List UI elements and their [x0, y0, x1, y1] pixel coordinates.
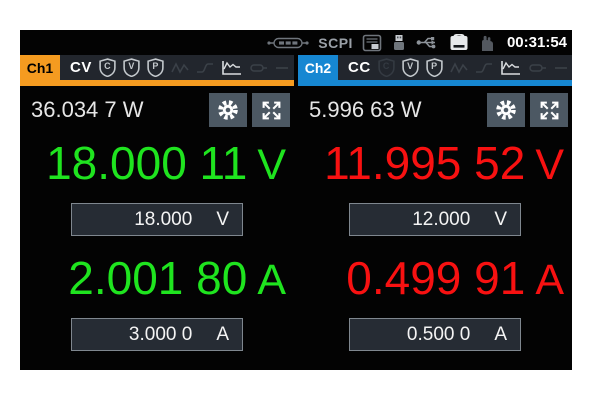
ch2-current-protection-shield-icon: C [377, 57, 395, 78]
ch1-current-reading: 2.001 80 A [68, 252, 286, 304]
arbitrary-icon [250, 62, 268, 74]
tab-ch1[interactable]: Ch1 [20, 55, 60, 80]
ch2-accent-bar [298, 80, 572, 86]
arbitrary-icon [528, 62, 547, 74]
remote-interface-icon [362, 34, 382, 52]
ch1-voltage-protection-shield-icon: V [123, 57, 140, 78]
ch2-power-reading: 5.996 63 W [309, 97, 422, 122]
gear-icon [218, 100, 238, 120]
dash-icon [554, 62, 568, 74]
usb-bus-icon [416, 35, 440, 50]
gear-icon [496, 100, 516, 120]
ch2-voltage-reading: 11.995 52 V [324, 137, 564, 189]
channel-area: Ch1 CV C V P [20, 55, 572, 370]
ramp-step-icon [196, 61, 214, 75]
channel-1-panel: Ch1 CV C V P [20, 55, 294, 370]
dash-icon [275, 62, 289, 74]
ch1-settings-button[interactable] [209, 93, 247, 127]
tab-ch2[interactable]: Ch2 [298, 55, 338, 80]
ch2-mode-label: CC [348, 59, 371, 76]
ch1-accent-bar [20, 80, 294, 86]
ch2-current-reading: 0.499 91 A [346, 252, 564, 304]
status-bar: SCPI [20, 30, 572, 55]
ch2-voltage-protection-shield-icon: V [401, 57, 419, 78]
channel-2-panel: Ch2 CC C V P [298, 55, 572, 370]
ch1-power-row: 36.034 7 W [31, 92, 290, 128]
ch1-current-protection-shield-icon: C [99, 57, 116, 78]
ch2-power-protection-shield-icon: P [425, 57, 443, 78]
usb-stick-icon [391, 34, 407, 51]
ch1-voltage-reading: 18.000 11 V [46, 137, 286, 189]
ch1-header: Ch1 CV C V P [20, 55, 294, 80]
device-screen: SCPI [20, 30, 572, 370]
digital-io-connector-icon [267, 36, 309, 50]
expand-icon [262, 101, 280, 119]
ch2-settings-button[interactable] [487, 93, 525, 127]
ch1-voltage-set-field[interactable]: 18.000 V [71, 203, 243, 236]
ch2-header: Ch2 CC C V P [298, 55, 572, 80]
analog-waveform-icon [449, 61, 468, 75]
ch1-fullscreen-button[interactable] [252, 93, 290, 127]
expand-icon [540, 101, 558, 119]
data-logging-icon [221, 60, 243, 76]
scpi-label: SCPI [318, 34, 353, 51]
touch-hand-icon [478, 33, 495, 52]
ch2-voltage-set-field[interactable]: 12.000 V [349, 203, 521, 236]
ch1-power-protection-shield-icon: P [147, 57, 164, 78]
analog-waveform-icon [171, 61, 189, 75]
ch1-power-reading: 36.034 7 W [31, 97, 144, 122]
ramp-step-icon [475, 61, 493, 75]
ch2-power-row: 5.996 63 W [309, 92, 568, 128]
data-logging-icon [500, 60, 522, 76]
clock-time: 00:31:54 [506, 34, 567, 51]
ch2-fullscreen-button[interactable] [530, 93, 568, 127]
storage-icon [449, 33, 469, 52]
ch1-mode-label: CV [70, 59, 92, 76]
